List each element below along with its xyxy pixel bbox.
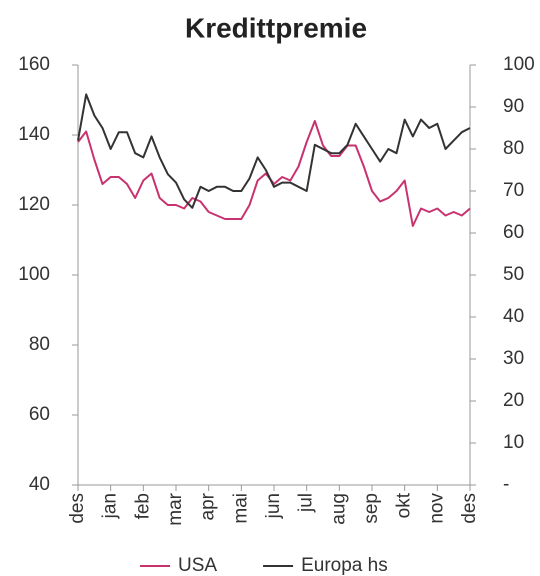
x-tick-label: feb (132, 493, 153, 519)
y-tick-label: 120 (18, 194, 50, 215)
x-tick-label: nov (426, 493, 447, 524)
y2-tick-label: 20 (503, 390, 524, 411)
y2-tick-label: 60 (503, 222, 524, 243)
chart-title: Kredittpremie (185, 12, 367, 43)
y-tick-label: 100 (18, 264, 50, 285)
y2-tick-label: 10 (503, 432, 524, 453)
x-tick-label: des (67, 493, 88, 524)
x-tick-label: jul (296, 493, 317, 513)
legend-label: USA (178, 555, 217, 576)
x-tick-label: jan (100, 493, 121, 519)
x-tick-label: mai (230, 493, 251, 524)
y2-tick-label: 90 (503, 96, 524, 117)
x-tick-label: apr (198, 492, 219, 520)
y-tick-label: 140 (18, 124, 50, 145)
y2-tick-label: 30 (503, 348, 524, 369)
y2-tick-label: - (503, 474, 509, 495)
x-tick-label: sep (361, 493, 382, 524)
series-line (77, 120, 471, 227)
x-tick-label: des (459, 493, 480, 524)
series-line (77, 93, 471, 209)
y2-tick-label: 50 (503, 264, 524, 285)
y2-tick-label: 100 (503, 54, 535, 75)
y-tick-label: 160 (18, 54, 50, 75)
x-tick-label: mar (165, 492, 186, 525)
x-tick-label: aug (328, 493, 349, 525)
y2-tick-label: 80 (503, 138, 524, 159)
y-tick-label: 80 (29, 334, 50, 355)
legend-label: Europa hs (301, 555, 388, 576)
y2-tick-label: 70 (503, 180, 524, 201)
y-tick-label: 60 (29, 404, 50, 425)
y-tick-label: 40 (29, 474, 50, 495)
y2-tick-label: 40 (503, 306, 524, 327)
x-tick-label: okt (394, 492, 415, 518)
x-tick-label: jun (263, 493, 284, 519)
